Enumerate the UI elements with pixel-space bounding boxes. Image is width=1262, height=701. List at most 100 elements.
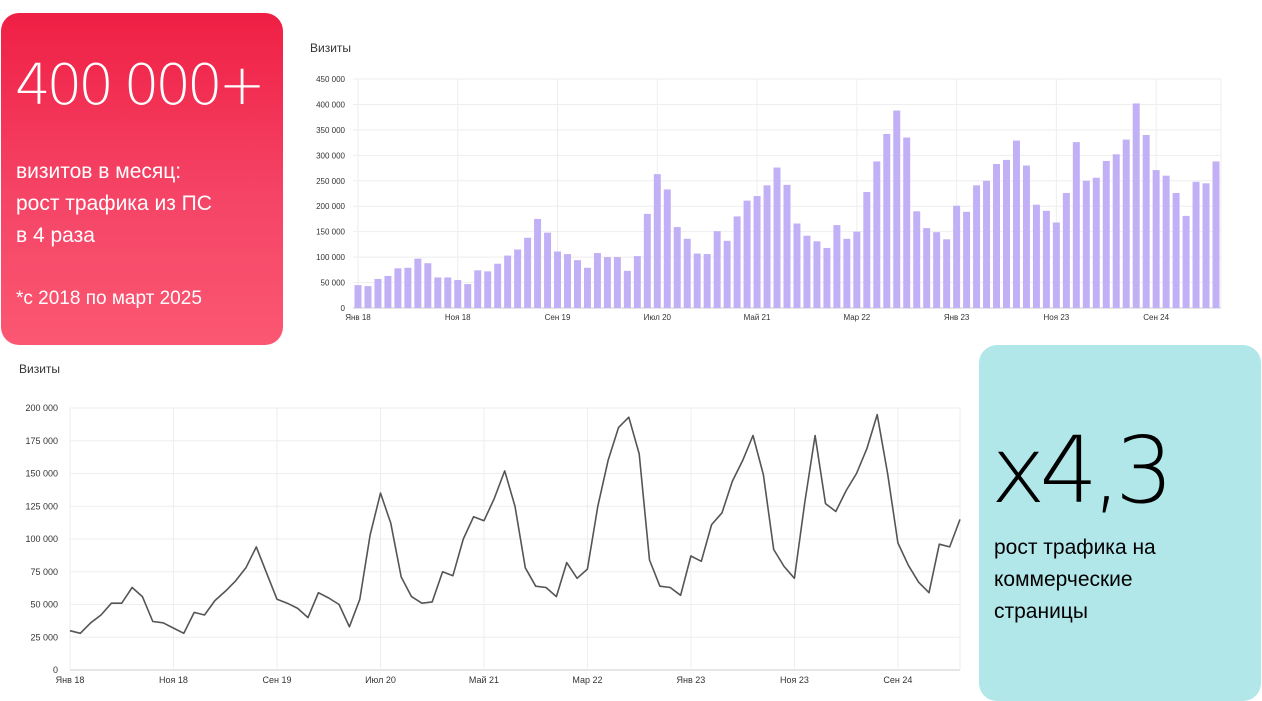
bar xyxy=(524,237,532,308)
bar xyxy=(444,277,452,308)
bar-y-tick-label: 300 000 xyxy=(316,151,345,160)
bar xyxy=(564,254,571,308)
line-chart-axes: 0 25 000 50 000 75 000 100 000 125 000 150 000… xyxy=(25,403,912,685)
bar xyxy=(583,267,591,308)
bar-y-tick-label: 250 000 xyxy=(316,177,345,186)
bar xyxy=(554,251,562,308)
bar xyxy=(663,189,671,308)
bar xyxy=(753,196,761,308)
bar xyxy=(623,270,631,308)
bar xyxy=(1052,222,1060,308)
line-chart-series xyxy=(69,413,961,635)
bar xyxy=(843,238,851,308)
line-series-path xyxy=(69,413,961,635)
line-x-tick-label: Сен 19 xyxy=(262,675,291,685)
line-y-tick-label: 200 000 xyxy=(25,403,58,413)
left-stat-line-2: рост трафика из ПС xyxy=(16,192,212,215)
right-stat-line-1: рост трафика на xyxy=(994,536,1156,559)
left-stat-line-1: визитов в месяц: xyxy=(16,160,182,183)
bar xyxy=(643,213,651,308)
left-stat-note: *с 2018 по март 2025 xyxy=(16,288,202,309)
bar-y-tick-label: 150 000 xyxy=(316,228,345,237)
bar xyxy=(1012,140,1020,308)
bar xyxy=(374,278,382,308)
bar xyxy=(713,231,721,308)
bar xyxy=(384,275,392,308)
bar xyxy=(1072,142,1080,308)
bar xyxy=(833,225,841,308)
line-x-tick-label: Ноя 18 xyxy=(159,675,188,685)
bar xyxy=(793,223,801,308)
bar xyxy=(873,161,881,308)
bar xyxy=(1142,134,1150,308)
bar-x-tick-label: Сен 19 xyxy=(545,313,571,322)
bar xyxy=(813,241,821,308)
line-y-tick-label: 0 xyxy=(53,665,58,675)
bar xyxy=(773,167,781,308)
bar xyxy=(593,253,601,308)
bar-y-tick-label: 100 000 xyxy=(316,253,345,262)
right-stat-headline: х4,3 xyxy=(991,417,1174,524)
bar xyxy=(973,185,981,308)
bar xyxy=(933,232,941,308)
bar-y-tick-label: 450 000 xyxy=(316,75,345,84)
line-y-tick-label: 175 000 xyxy=(25,436,58,446)
line-x-tick-label: Янв 23 xyxy=(677,675,706,685)
bar-y-tick-label: 400 000 xyxy=(316,100,345,109)
line-y-tick-label: 150 000 xyxy=(25,469,58,479)
bar xyxy=(544,232,552,308)
bar-x-tick-label: Мар 22 xyxy=(843,313,870,322)
bar-y-tick-label: 50 000 xyxy=(321,279,346,288)
bar xyxy=(434,277,442,308)
bar xyxy=(633,256,641,308)
bar xyxy=(963,211,971,308)
bar xyxy=(853,231,861,308)
bar xyxy=(1212,161,1220,308)
bar-x-tick-label: Янв 18 xyxy=(345,313,371,322)
line-x-tick-label: Сен 24 xyxy=(883,675,912,685)
bar-y-tick-label: 350 000 xyxy=(316,126,345,135)
line-x-tick-label: Май 21 xyxy=(469,675,499,685)
bar xyxy=(1022,165,1030,308)
bar xyxy=(1003,159,1010,308)
line-y-tick-label: 50 000 xyxy=(30,600,58,610)
bar xyxy=(494,263,502,308)
line-x-tick-label: Ноя 23 xyxy=(780,675,809,685)
bar xyxy=(1062,192,1070,308)
bar xyxy=(823,247,831,308)
bar xyxy=(484,271,492,308)
left-stat-card: 400 000+ визитов в месяц: рост трафика и… xyxy=(1,13,283,345)
bar xyxy=(743,200,751,308)
bar xyxy=(723,240,731,308)
bar xyxy=(893,110,901,308)
left-stat-headline: 400 000+ xyxy=(15,53,265,118)
bar xyxy=(783,184,791,308)
bar xyxy=(1202,183,1210,308)
bar-chart-axes: 0 50 000 100 000 150 000 200 000 250 000 300 0… xyxy=(316,75,1170,322)
bar xyxy=(504,255,512,308)
bar xyxy=(573,260,581,308)
bar xyxy=(404,267,412,308)
line-chart-title: Визиты xyxy=(19,362,61,376)
bar xyxy=(983,180,991,308)
bar xyxy=(414,258,422,308)
bar-x-tick-label: Ноя 23 xyxy=(1044,313,1070,322)
right-stat-line-3: страницы xyxy=(994,600,1088,623)
bar xyxy=(883,133,891,308)
line-x-tick-label: Июл 20 xyxy=(365,675,396,685)
bar xyxy=(903,137,911,308)
line-y-tick-label: 125 000 xyxy=(25,501,58,511)
bar xyxy=(1042,210,1050,308)
bar-x-tick-label: Май 21 xyxy=(744,313,771,322)
bar xyxy=(1162,175,1170,308)
bar xyxy=(364,286,372,308)
bar xyxy=(803,235,811,308)
bar-x-tick-label: Ноя 18 xyxy=(445,313,471,322)
bar xyxy=(763,185,771,308)
bar-x-tick-label: Янв 23 xyxy=(944,313,970,322)
bar xyxy=(683,238,691,308)
bar xyxy=(354,285,362,308)
line-chart: 0 25 000 50 000 75 000 100 000 125 000 150 000… xyxy=(25,403,961,685)
bar xyxy=(1032,204,1040,308)
bar xyxy=(464,284,472,308)
